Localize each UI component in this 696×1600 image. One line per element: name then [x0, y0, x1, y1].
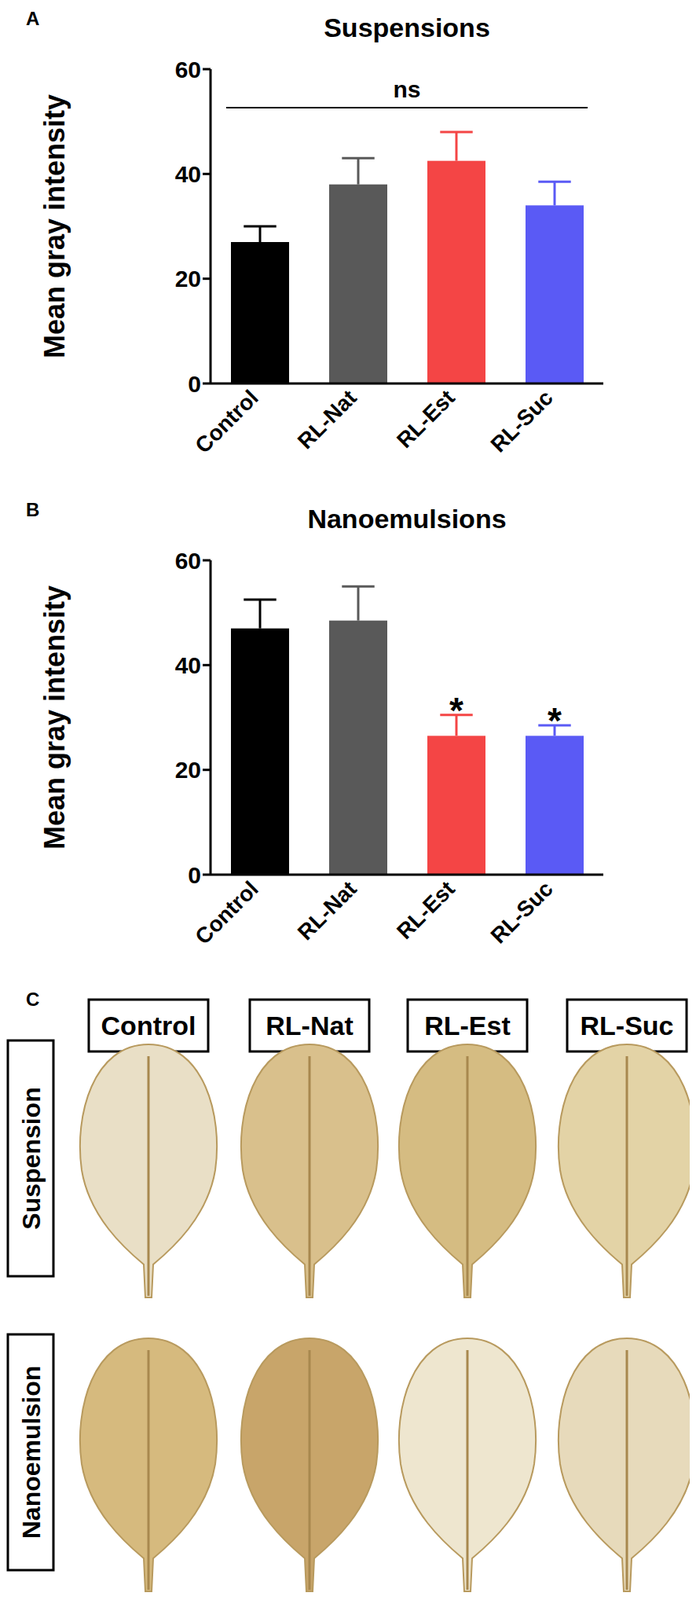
- svg-text:RL-Nat: RL-Nat: [293, 384, 362, 454]
- svg-text:RL-Est: RL-Est: [391, 875, 460, 944]
- svg-text:RL-Suc: RL-Suc: [486, 875, 558, 948]
- html-text:A: A: [25, 7, 40, 30]
- svg-text:RL-Est: RL-Est: [424, 1010, 511, 1041]
- svg-text:Control: Control: [101, 1010, 197, 1041]
- svg-text:RL-Suc: RL-Suc: [486, 384, 558, 457]
- svg-text:60: 60: [175, 56, 202, 83]
- svg-text:RL-Suc: RL-Suc: [580, 1010, 675, 1041]
- svg-text:60: 60: [175, 547, 202, 574]
- html-text:Mean gray intensity: Mean gray intensity: [38, 94, 71, 359]
- svg-text:RL-Est: RL-Est: [391, 384, 460, 453]
- svg-text:0: 0: [187, 370, 202, 397]
- svg-text:RL-Nat: RL-Nat: [265, 1010, 353, 1041]
- svg-text:40: 40: [175, 652, 202, 678]
- svg-text:Control: Control: [190, 384, 263, 458]
- svg-text:*: *: [449, 689, 464, 731]
- html-text:Mean gray intensity: Mean gray intensity: [38, 585, 71, 850]
- svg-text:0: 0: [187, 861, 202, 888]
- svg-text:Nanoemulsion: Nanoemulsion: [17, 1365, 46, 1539]
- html-text:Nanoemulsions: Nanoemulsions: [307, 503, 507, 534]
- svg-text:C: C: [25, 988, 40, 1010]
- svg-text:RL-Nat: RL-Nat: [293, 875, 362, 945]
- html-text:B: B: [25, 498, 40, 521]
- svg-text:20: 20: [175, 265, 202, 292]
- svg-text:*: *: [547, 699, 562, 741]
- svg-text:20: 20: [175, 756, 202, 783]
- html-text:ns: ns: [393, 76, 421, 103]
- svg-text:40: 40: [175, 161, 202, 187]
- svg-text:Suspension: Suspension: [17, 1086, 46, 1229]
- svg-text:Control: Control: [190, 875, 263, 949]
- html-text:Suspensions: Suspensions: [323, 12, 491, 43]
